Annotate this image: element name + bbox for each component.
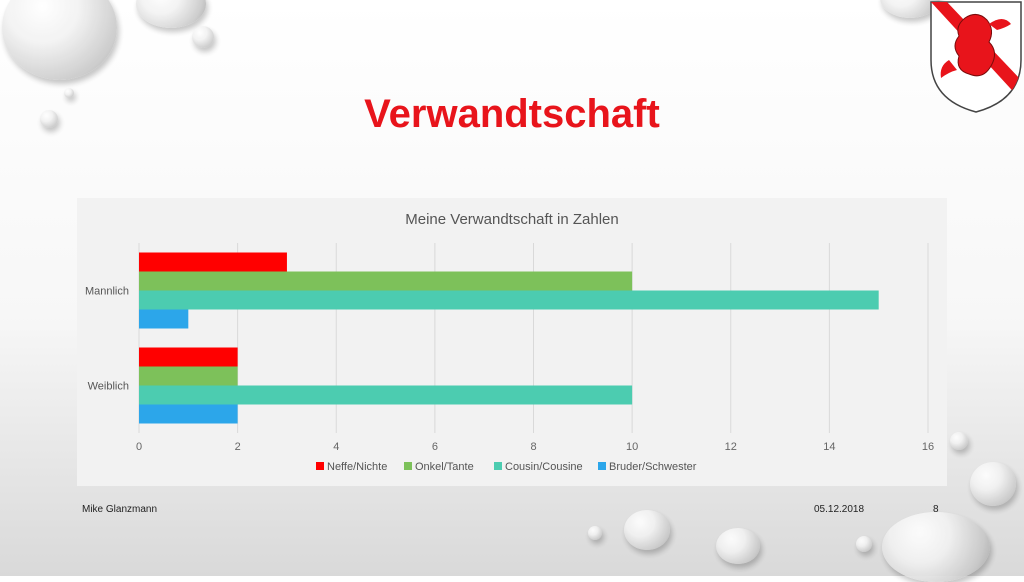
- water-drop-decoration: [2, 0, 117, 80]
- y-category-label: Mannlich: [85, 286, 129, 298]
- bar: [139, 347, 238, 367]
- water-drop-decoration: [882, 512, 990, 582]
- x-tick-label: 4: [333, 441, 339, 453]
- legend-swatch: [404, 462, 412, 470]
- water-drop-decoration: [970, 462, 1016, 506]
- bar: [139, 309, 189, 329]
- x-tick-label: 6: [432, 441, 438, 453]
- x-tick-label: 0: [136, 441, 142, 453]
- bar: [139, 252, 287, 272]
- x-tick-label: 14: [823, 441, 835, 453]
- footer-date: 05.12.2018: [814, 504, 865, 515]
- footer-author: Mike Glanzmann: [82, 504, 158, 515]
- bar: [139, 366, 238, 386]
- lion-coat-of-arms-icon: [930, 1, 1022, 113]
- x-tick-label: 2: [235, 441, 241, 453]
- legend-swatch: [598, 462, 606, 470]
- legend-label: Neffe/Nichte: [327, 461, 387, 473]
- water-drop-decoration: [136, 0, 206, 28]
- bar: [139, 271, 633, 291]
- bar: [139, 385, 633, 405]
- legend-swatch: [316, 462, 324, 470]
- chart-title: Meine Verwandtschaft in Zahlen: [405, 211, 618, 228]
- chart-panel: Meine Verwandtschaft in Zahlen 0 2 4 6 8 10 12 1…: [77, 198, 947, 486]
- water-drop-decoration: [880, 0, 940, 18]
- x-tick-label: 16: [922, 441, 934, 453]
- water-drop-decoration: [192, 26, 214, 48]
- bar: [139, 290, 879, 310]
- y-category-label: Weiblich: [88, 381, 129, 393]
- legend-label: Onkel/Tante: [415, 461, 474, 473]
- legend-label: Cousin/Cousine: [505, 461, 583, 473]
- water-drop-decoration: [64, 88, 74, 98]
- bar-chart: Meine Verwandtschaft in Zahlen 0 2 4 6 8 10 12 1…: [85, 211, 934, 473]
- water-drop-decoration: [716, 528, 760, 564]
- legend-swatch: [494, 462, 502, 470]
- x-tick-label: 12: [725, 441, 737, 453]
- water-drop-decoration: [40, 110, 58, 128]
- water-drop-decoration: [856, 536, 872, 552]
- water-drop-decoration: [950, 432, 968, 450]
- water-drop-decoration: [588, 526, 602, 540]
- footer-page-number: 8: [933, 504, 939, 515]
- water-drop-decoration: [624, 510, 670, 550]
- bar: [139, 404, 238, 424]
- legend-label: Bruder/Schwester: [609, 461, 697, 473]
- x-tick-label: 10: [626, 441, 638, 453]
- slide-title: Verwandtschaft: [364, 92, 660, 136]
- x-tick-label: 8: [530, 441, 536, 453]
